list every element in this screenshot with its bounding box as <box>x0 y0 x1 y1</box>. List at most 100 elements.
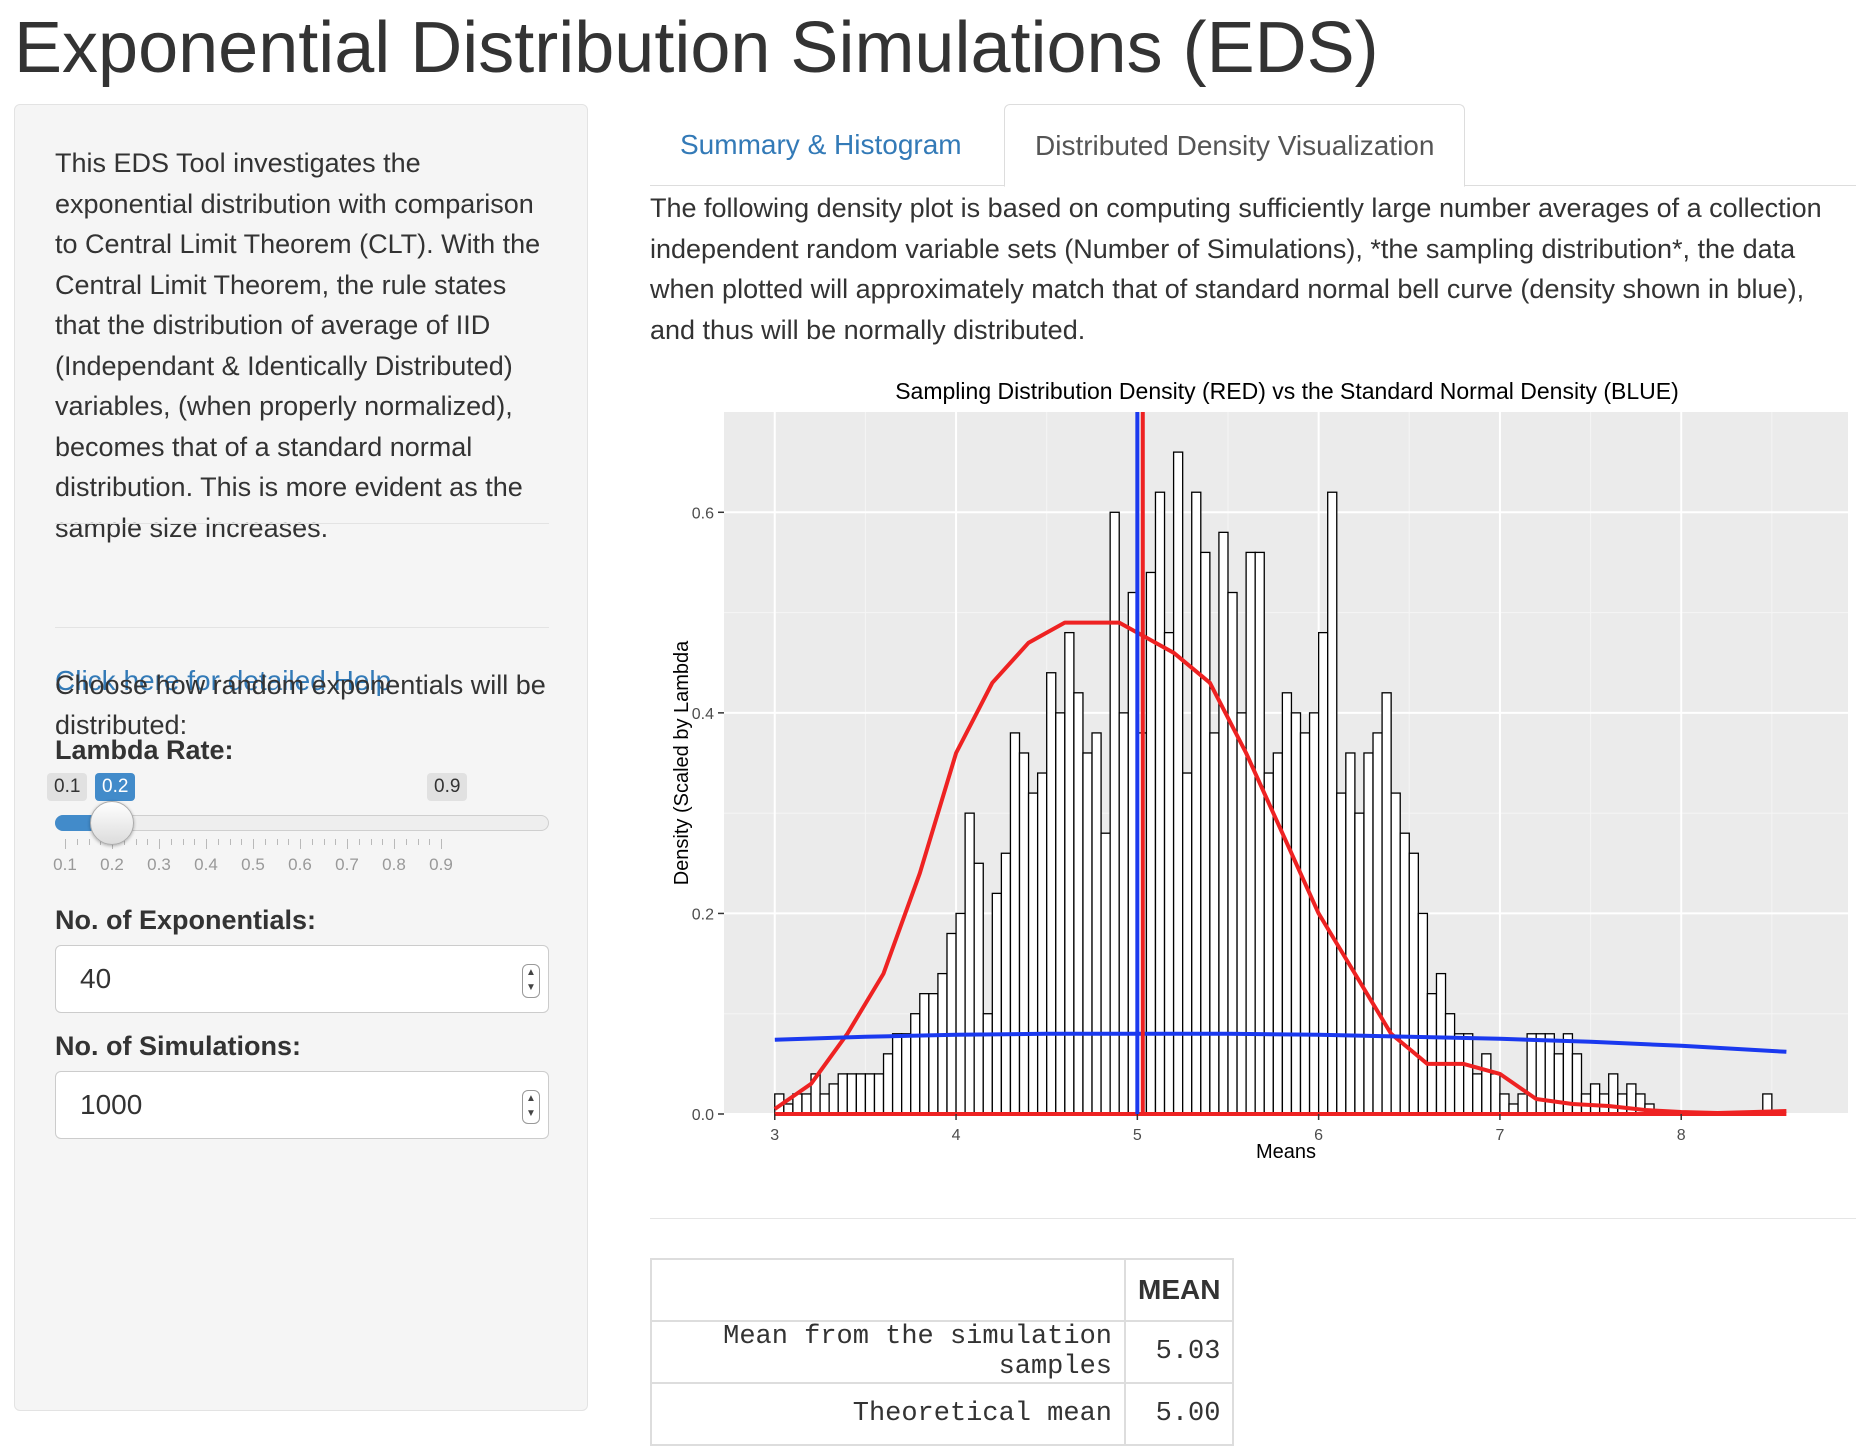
exponentials-input[interactable]: 40 ▲ ▼ <box>55 945 549 1013</box>
table-row: Mean from the simulation samples 5.03 <box>650 1320 1235 1384</box>
y-tick-label: 0.6 <box>692 505 714 522</box>
histogram-bar <box>819 1093 830 1115</box>
histogram-bar <box>1263 772 1274 1115</box>
slider-handle[interactable] <box>90 801 134 845</box>
simulations-value: 1000 <box>80 1089 143 1120</box>
histogram-bar <box>937 972 948 1115</box>
histogram-bar <box>1046 672 1057 1115</box>
slider-tick-label: 0.8 <box>382 855 406 874</box>
x-tick-label: 3 <box>770 1127 779 1144</box>
slider-minor-tick <box>241 839 243 845</box>
histogram-bar <box>919 993 930 1115</box>
histogram-bar <box>891 1033 903 1115</box>
histogram-bar <box>1390 792 1401 1115</box>
slider-tick-label: 0.3 <box>147 855 171 874</box>
slider-minor-tick <box>217 839 219 845</box>
slider-tick-label: 0.1 <box>53 855 77 874</box>
histogram-bar <box>1200 551 1211 1115</box>
x-tick-label: 5 <box>1133 1127 1142 1144</box>
histogram-bar <box>1009 732 1021 1115</box>
slider-min-badge: 0.1 <box>47 773 88 801</box>
tab-summary-histogram[interactable]: Summary & Histogram <box>680 129 962 160</box>
simulations-input[interactable]: 1000 ▲ ▼ <box>55 1071 549 1139</box>
x-axis-label: Means <box>1256 1141 1316 1163</box>
slider-tick <box>441 839 442 849</box>
y-tick-label: 0.0 <box>692 1107 714 1124</box>
histogram-bar <box>1490 1073 1501 1115</box>
histogram-bar <box>1453 1033 1465 1115</box>
slider-minor-tick <box>135 839 137 845</box>
histogram-bar <box>982 1013 993 1115</box>
slider-minor-tick <box>123 839 125 845</box>
histogram-bar <box>1191 491 1202 1115</box>
histogram-bar <box>1617 1093 1628 1115</box>
normal-density-curve <box>774 1031 1787 1054</box>
slider-minor-tick <box>170 839 172 845</box>
histogram-bar <box>1182 772 1193 1115</box>
y-tick-label: 0.2 <box>692 906 714 923</box>
spinner-icon[interactable]: ▲ ▼ <box>522 1090 540 1124</box>
table-header-cell: MEAN <box>1123 1258 1235 1322</box>
histogram-bar <box>1036 772 1048 1115</box>
sampling-density-curve <box>773 620 1787 1115</box>
histogram-bar <box>1589 1083 1601 1115</box>
table-cell: Theoretical mean <box>650 1382 1126 1446</box>
slider-tick <box>253 839 254 849</box>
histogram-bar <box>991 892 1003 1115</box>
axes: 3 4 5 6 7 8 0.0 0.2 0.4 0.6 <box>692 505 1686 1144</box>
divider <box>55 627 549 628</box>
choose-text: Choose how random exponentials will be d… <box>55 670 546 740</box>
histogram-bar <box>855 1073 867 1115</box>
table-cell: Mean from the simulation samples <box>650 1320 1126 1384</box>
histogram-bar <box>1018 752 1030 1115</box>
histogram-bar <box>1499 1093 1510 1115</box>
divider <box>55 523 549 524</box>
density-lines <box>773 412 1787 1116</box>
slider-tick-label: 0.4 <box>194 855 218 874</box>
histogram-bar <box>946 932 957 1115</box>
slider-tick <box>394 839 395 849</box>
slider-max-badge: 0.9 <box>427 773 468 801</box>
slider-tick <box>65 839 66 849</box>
histogram-bar <box>846 1073 857 1115</box>
slider-minor-tick <box>88 839 90 845</box>
slider-tick-label: 0.5 <box>241 855 265 874</box>
tab-bar: Summary & Histogram Distributed Density … <box>650 104 1856 187</box>
histogram-bar <box>1055 712 1066 1115</box>
slider-tick-label: 0.7 <box>335 855 359 874</box>
histogram-bar <box>1327 491 1338 1115</box>
histogram-bar <box>1082 752 1093 1115</box>
histogram-bar <box>1299 732 1311 1115</box>
tab-density-visualization[interactable]: Distributed Density Visualization <box>1004 104 1466 187</box>
slider-minor-tick <box>429 839 431 845</box>
table-header-row: MEAN <box>650 1258 1235 1322</box>
histogram-bar <box>1290 712 1302 1115</box>
x-tick-label: 8 <box>1677 1127 1686 1144</box>
histogram-bar <box>955 912 966 1115</box>
slider-minor-tick <box>194 839 196 845</box>
histogram-bar <box>1172 451 1184 1115</box>
slider-minor-tick <box>288 839 290 845</box>
slider-minor-tick <box>417 839 419 845</box>
spinner-icon[interactable]: ▲ ▼ <box>522 964 540 998</box>
histogram-bar <box>1417 912 1429 1115</box>
slider-minor-tick <box>370 839 372 845</box>
histogram-bar <box>1027 792 1039 1115</box>
histogram-bar <box>882 1053 894 1115</box>
histogram-bar <box>1408 852 1419 1115</box>
intro-text: This EDS Tool investigates the exponenti… <box>55 148 541 543</box>
histogram-bar <box>901 1033 912 1115</box>
histogram-bar <box>1163 631 1175 1115</box>
help-link[interactable]: Click here for detailed Help <box>55 665 392 696</box>
histogram-bar <box>964 812 975 1115</box>
slider-tick-label: 0.9 <box>429 855 453 874</box>
slider-tick <box>159 839 160 849</box>
histogram-bar <box>1553 1053 1565 1115</box>
histogram-bar <box>1272 752 1284 1115</box>
histogram-bar <box>1209 732 1220 1115</box>
histogram-bar <box>1372 732 1383 1115</box>
histogram-bar <box>1435 972 1447 1115</box>
histogram-bar <box>828 1083 839 1115</box>
histogram-bar <box>973 862 984 1115</box>
histogram-bar <box>1118 712 1129 1115</box>
